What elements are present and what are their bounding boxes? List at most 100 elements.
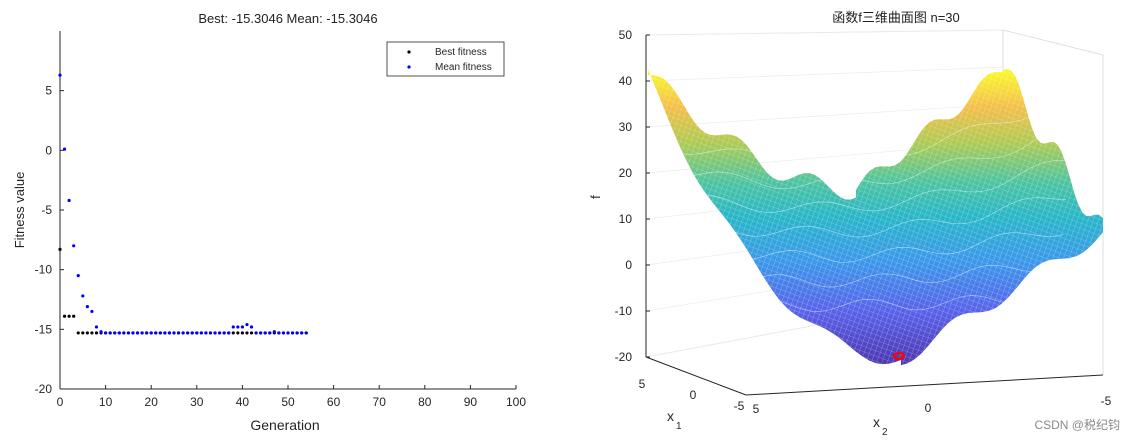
mean-fitness-point (117, 331, 121, 335)
mean-fitness-point (199, 331, 203, 335)
x1-tick-label: 0 (690, 388, 697, 402)
mean-fitness-point (236, 325, 240, 329)
z-axis-label: f (588, 195, 603, 199)
mean-fitness-point (195, 331, 199, 335)
z-gridline (645, 66, 1004, 82)
mean-fitness-point (126, 331, 130, 335)
mean-fitness-point (290, 331, 295, 335)
best-fitness-point (62, 314, 67, 318)
x1-axis-label-sub: 1 (676, 421, 682, 432)
mean-fitness-point (263, 331, 267, 335)
x1-ticks: 5 0 -5 (639, 377, 745, 413)
surface-ridge (690, 232, 1064, 263)
mean-fitness-point (190, 331, 194, 335)
mean-fitness-point (122, 331, 126, 335)
x-tick-label: 90 (464, 395, 478, 409)
mean-fitness-point (131, 331, 135, 335)
z-tick-label: 10 (619, 212, 633, 226)
mean-fitness-point (72, 244, 76, 248)
mean-fitness-point (249, 325, 254, 329)
x2-ticks: 5 0 -5 (753, 394, 1112, 416)
surface-ridge (700, 291, 1059, 312)
y-axis-label: Fitness value (12, 172, 27, 249)
best-fitness-point (231, 331, 235, 335)
z-tick-label: 50 (619, 28, 633, 42)
mean-fitness-point (62, 147, 67, 151)
surface-ridge (695, 263, 1062, 288)
mean-fitness-point (81, 294, 85, 298)
watermark: CSDN @税纪钧 (1034, 418, 1120, 432)
mean-fitness-point (204, 331, 208, 335)
x2-axis-label-main: x (873, 414, 880, 430)
fitness-points (58, 73, 308, 335)
surface-chart-title: 函数f三维曲面图 n=30 (832, 10, 960, 25)
mean-fitness-point (186, 331, 190, 335)
mean-fitness-point (300, 331, 304, 335)
mean-fitness-point (181, 331, 185, 335)
y-tick-label: 5 (45, 84, 52, 98)
mean-fitness-point (113, 331, 117, 335)
x-tick-label: 20 (145, 395, 159, 409)
x1-axis-label: x 1 (667, 408, 682, 432)
best-fitness-point (245, 331, 249, 335)
x1-axis-label-main: x (667, 408, 674, 424)
x-tick-label: 70 (373, 395, 387, 409)
best-fitness-point (76, 331, 80, 335)
y-tick-label: -10 (35, 263, 53, 277)
x-tick-label: 100 (506, 395, 526, 409)
surface-ridge (675, 121, 1072, 190)
z-tick-label: 20 (619, 166, 633, 180)
y-tick-label: -15 (35, 322, 53, 336)
surface-ridge (680, 159, 1069, 213)
legend: Best fitness Mean fitness (386, 41, 505, 77)
front-axis-lines (645, 35, 1104, 396)
z-gridline (645, 103, 1004, 128)
legend-box (386, 41, 505, 77)
mean-fitness-point (268, 331, 272, 335)
mean-fitness-point (295, 331, 299, 335)
x-tick-label: 80 (418, 395, 432, 409)
mean-fitness-point (281, 331, 286, 335)
mean-fitness-point (104, 331, 108, 335)
mean-fitness-point (158, 331, 162, 335)
mean-fitness-point (76, 274, 80, 278)
best-fitness-point (94, 331, 99, 335)
surface (648, 69, 1103, 366)
surface-ridge (670, 88, 1074, 166)
mean-fitness-point (176, 331, 181, 335)
mean-fitness-point (227, 331, 231, 335)
best-fitness-point (81, 331, 85, 335)
mean-fitness-point (167, 331, 172, 335)
mean-fitness-point (58, 73, 62, 77)
best-fitness-point (90, 331, 94, 335)
x-tick-label: 50 (281, 395, 295, 409)
mean-fitness-point (99, 330, 103, 334)
mean-fitness-point (149, 331, 153, 335)
z-ticks: 50 40 30 20 10 0 -10 -20 (615, 28, 650, 364)
mean-fitness-point (163, 331, 167, 335)
mean-fitness-point (135, 331, 140, 335)
x2-tick-label: -5 (1101, 394, 1112, 408)
x2-axis-label-sub: 2 (882, 427, 888, 438)
mean-fitness-point (240, 325, 244, 329)
best-fitness-point (249, 331, 254, 335)
z-tick-label: 40 (619, 74, 633, 88)
x1-tick-label: 5 (639, 377, 646, 391)
x-tick-label: 0 (57, 395, 64, 409)
x2-tick-label: 5 (753, 402, 760, 416)
best-fitness-point (85, 331, 89, 335)
z-tick-label: -10 (615, 304, 633, 318)
mean-fitness-point (67, 198, 71, 203)
legend-marker-best (407, 50, 411, 54)
legend-label-best: Best fitness (435, 47, 487, 58)
surface-ridge (685, 197, 1067, 238)
y-tick-label: 0 (45, 143, 52, 157)
mean-fitness-point (154, 331, 158, 335)
x-tick-label: 10 (99, 395, 113, 409)
mean-fitness-point (208, 331, 213, 335)
z-tick-label: 0 (625, 258, 632, 272)
mean-fitness-point (218, 331, 222, 335)
mean-fitness-point (145, 331, 149, 335)
mean-fitness-point (172, 331, 176, 335)
fitness-chart-title: Best: -15.3046 Mean: -15.3046 (198, 11, 377, 26)
